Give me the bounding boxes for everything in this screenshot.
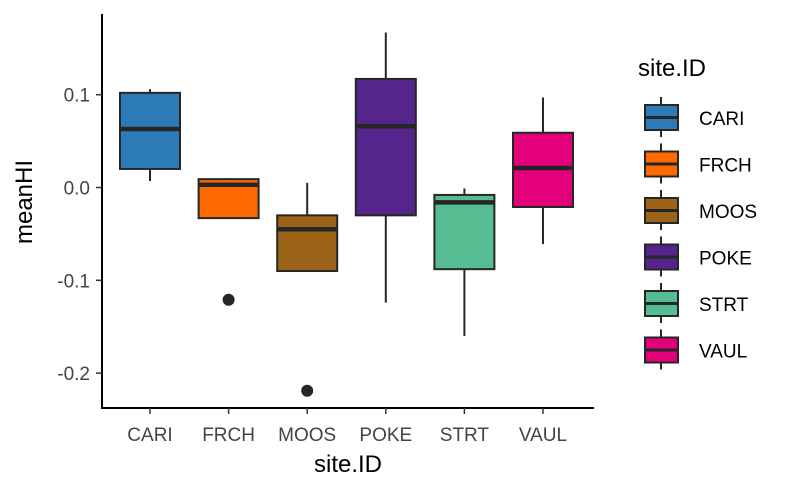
legend-label: CARI — [699, 109, 744, 130]
box-vaul — [512, 97, 574, 245]
legend-item-vaul: VAUL — [644, 329, 747, 370]
x-tick-label: VAUL — [519, 425, 567, 446]
boxes — [119, 32, 574, 397]
plot-area: 0.1 0.0 -0.1 -0.2 CARI FRCH MOOS POKE STRT VAUL — [57, 14, 594, 446]
x-tick-label: CARI — [127, 425, 172, 446]
box-moos — [276, 182, 339, 397]
legend-items: CARI FRCH MOOS POKE STRT VAUL — [644, 97, 757, 370]
x-tick-label: MOOS — [278, 425, 336, 446]
box-body — [433, 193, 496, 271]
y-tick-label: -0.2 — [57, 364, 90, 385]
box-poke — [354, 32, 417, 303]
legend-item-cari: CARI — [644, 97, 744, 137]
outlier-point — [301, 384, 314, 397]
legend-label: STRT — [699, 295, 749, 316]
box-body — [354, 77, 417, 217]
legend-label: POKE — [699, 249, 752, 270]
y-tick-label: 0.0 — [64, 179, 90, 200]
legend-title: site.ID — [638, 55, 706, 82]
legend-item-frch: FRCH — [644, 143, 752, 184]
box-cari — [119, 89, 181, 182]
x-tick-label: FRCH — [202, 425, 255, 446]
box-strt — [433, 188, 496, 336]
x-axis-ticks: CARI FRCH MOOS POKE STRT VAUL — [127, 408, 567, 446]
legend-item-strt: STRT — [644, 283, 749, 323]
y-axis-title: meanHI — [11, 160, 38, 244]
box-frch — [197, 178, 260, 306]
box-body — [276, 214, 339, 273]
legend-label: MOOS — [699, 202, 757, 223]
legend-label: FRCH — [699, 156, 752, 177]
x-axis-title: site.ID — [314, 451, 382, 478]
x-tick-label: POKE — [359, 425, 412, 446]
y-axis-ticks: 0.1 0.0 -0.1 -0.2 — [57, 86, 102, 385]
y-tick-label: 0.1 — [64, 86, 90, 107]
x-tick-label: STRT — [440, 425, 490, 446]
legend-item-moos: MOOS — [644, 190, 757, 230]
legend: site.ID CARI FRCH MOOS POKE STRT VAUL — [638, 55, 757, 370]
legend-item-poke: POKE — [644, 236, 752, 277]
outlier-point — [222, 293, 235, 306]
legend-label: VAUL — [699, 342, 747, 363]
y-tick-label: -0.1 — [57, 271, 90, 292]
